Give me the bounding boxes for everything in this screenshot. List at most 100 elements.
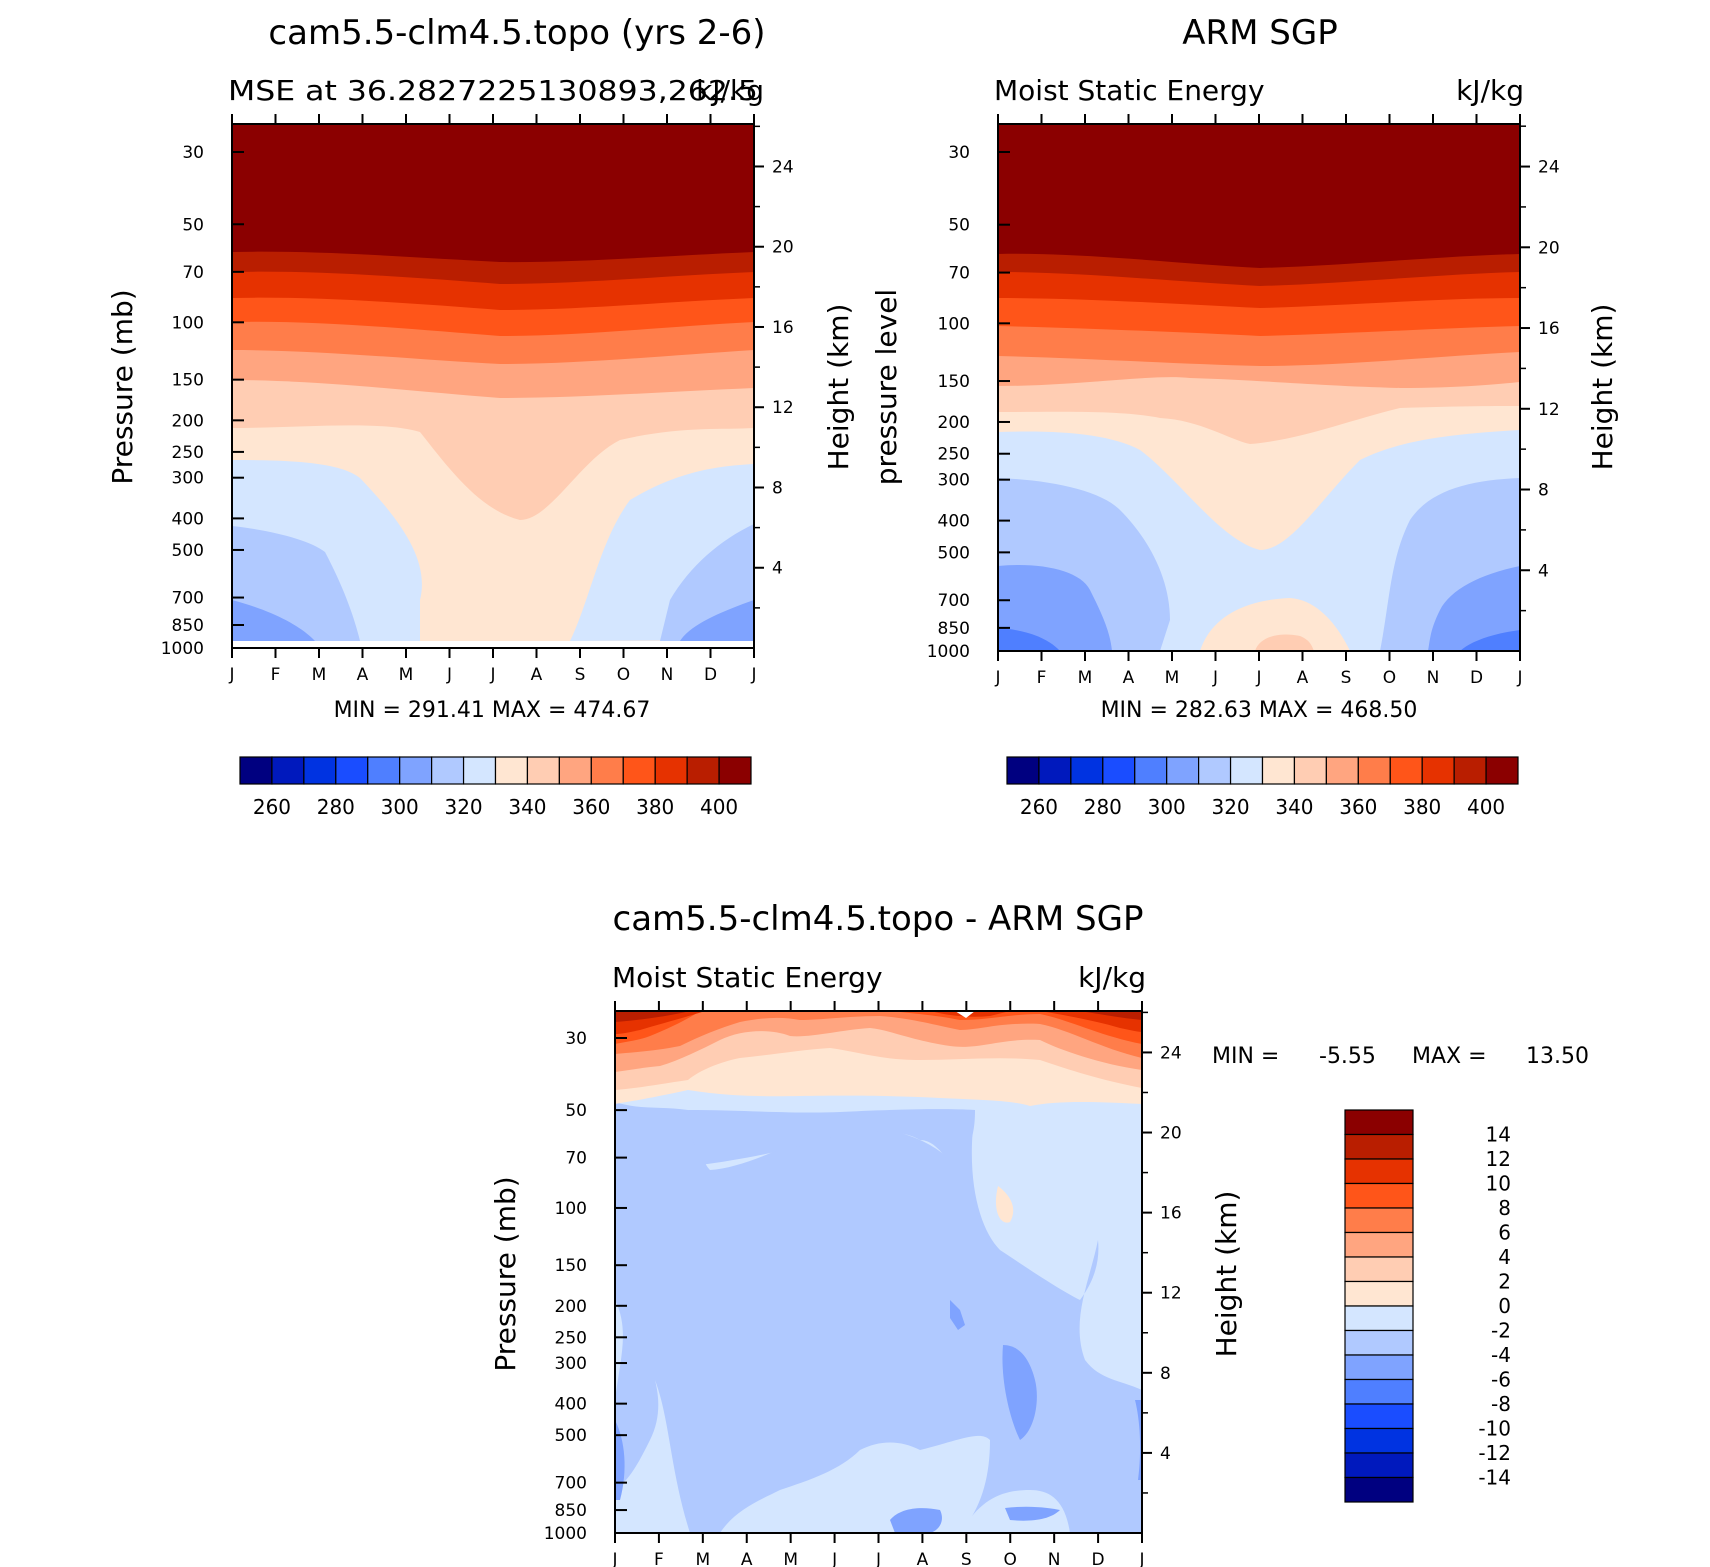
diff-band-neg4-upper xyxy=(688,1109,975,1170)
month-tick-label: M xyxy=(399,665,414,685)
month-tick-label: J xyxy=(611,1550,617,1567)
colorbar-swatch xyxy=(590,756,624,785)
diff-band-neg6-d xyxy=(1005,1506,1060,1521)
colorbar-swatch xyxy=(1344,1354,1414,1381)
obs-ylabel: pressure level xyxy=(870,289,903,485)
month-tick-label: D xyxy=(1470,668,1483,688)
obs-title: ARM SGP xyxy=(1182,13,1337,53)
colorbar-swatch xyxy=(1006,756,1040,785)
colorbar-label: 300 xyxy=(381,795,419,819)
month-tick-label: M xyxy=(1078,668,1093,688)
month-tick-label: M xyxy=(695,1550,710,1567)
pressure-tick-label: 50 xyxy=(182,215,204,235)
colorbar-swatch xyxy=(622,756,656,785)
diff-min-label: MIN = xyxy=(1212,1044,1279,1069)
pressure-tick-label: 30 xyxy=(565,1029,587,1049)
colorbar-swatch xyxy=(1344,1452,1414,1479)
colorbar-label: 260 xyxy=(253,795,291,819)
pressure-tick-label: 1000 xyxy=(544,1524,587,1544)
pressure-tick-label: 400 xyxy=(172,509,204,529)
month-tick-label: A xyxy=(357,665,369,685)
colorbar-swatch xyxy=(431,756,465,785)
obs-min-max: MIN = 282.63 MAX = 468.50 xyxy=(1101,698,1418,723)
pressure-tick-label: 50 xyxy=(948,216,970,236)
pressure-tick-label: 850 xyxy=(938,619,970,639)
pressure-tick-label: 500 xyxy=(172,541,204,561)
month-tick-label: J xyxy=(994,668,1000,688)
obs-band-330-lower xyxy=(1200,598,1350,651)
colorbar-swatch xyxy=(686,756,720,785)
height-tick-label: 4 xyxy=(772,559,783,579)
panel-model: cam5.5-clm4.5.topo (yrs 2-6) MSE at 36.2… xyxy=(106,13,855,819)
pressure-tick-label: 250 xyxy=(172,443,204,463)
pressure-tick-label: 250 xyxy=(938,445,970,465)
diff-subtitle-right: kJ/kg xyxy=(1078,961,1146,994)
height-tick-label: 24 xyxy=(1160,1043,1182,1063)
colorbar-label: 6 xyxy=(1498,1221,1511,1245)
height-tick-label: 4 xyxy=(1538,561,1549,581)
month-tick-label: D xyxy=(704,665,717,685)
obs-subtitle-right: kJ/kg xyxy=(1456,74,1524,107)
colorbar-swatch xyxy=(1134,756,1168,785)
month-tick-label: S xyxy=(575,665,586,685)
colorbar-swatch xyxy=(239,756,273,785)
month-tick-label: N xyxy=(661,665,674,685)
pressure-tick-label: 150 xyxy=(938,372,970,392)
colorbar-label: 380 xyxy=(1403,795,1441,819)
colorbar-swatch xyxy=(1166,756,1200,785)
diff-band-neg4-main xyxy=(615,1102,1142,1533)
model-missing-surface xyxy=(232,641,754,647)
diff-y2label: Height (km) xyxy=(1210,1191,1243,1358)
obs-contour-field xyxy=(998,124,1520,651)
colorbar-label: -12 xyxy=(1478,1441,1511,1465)
obs-band-290 xyxy=(998,565,1520,651)
pressure-tick-label: 1000 xyxy=(161,639,204,659)
month-tick-label: F xyxy=(271,665,281,685)
colorbar-label: 12 xyxy=(1486,1147,1511,1171)
height-tick-label: 12 xyxy=(772,398,794,418)
colorbar-label: 360 xyxy=(572,795,610,819)
colorbar-swatch xyxy=(654,756,688,785)
obs-subtitle-left: Moist Static Energy xyxy=(994,74,1265,107)
colorbar-label: 380 xyxy=(636,795,674,819)
diff-subtitle-left: Moist Static Energy xyxy=(612,961,883,994)
diff-title: cam5.5-clm4.5.topo - ARM SGP xyxy=(613,899,1144,939)
pressure-tick-label: 70 xyxy=(948,264,970,284)
pressure-tick-label: 700 xyxy=(938,591,970,611)
colorbar-swatch xyxy=(1344,1158,1414,1185)
pressure-tick-label: 100 xyxy=(172,313,204,333)
height-tick-label: 12 xyxy=(1538,400,1560,420)
colorbar-label: 280 xyxy=(317,795,355,819)
colorbar-label: 320 xyxy=(1211,795,1249,819)
pressure-tick-label: 300 xyxy=(172,469,204,489)
obs-y2label: Height (km) xyxy=(1586,304,1619,471)
diff-band-neg6-c xyxy=(890,1508,942,1533)
pressure-tick-label: 700 xyxy=(555,1474,587,1494)
model-contour-field xyxy=(232,124,754,647)
height-tick-label: 24 xyxy=(772,157,794,177)
month-tick-label: A xyxy=(741,1550,753,1567)
colorbar-label: -4 xyxy=(1491,1343,1511,1367)
height-tick-label: 8 xyxy=(1538,481,1549,501)
pressure-tick-label: 400 xyxy=(555,1395,587,1415)
month-tick-label: J xyxy=(1516,668,1522,688)
pressure-tick-label: 200 xyxy=(938,413,970,433)
height-tick-label: 16 xyxy=(772,318,794,338)
colorbar-label: 340 xyxy=(508,795,546,819)
colorbar-swatch xyxy=(335,756,369,785)
diff-contour-field xyxy=(615,1011,1142,1533)
colorbar-label: 10 xyxy=(1486,1172,1511,1196)
colorbar-swatch xyxy=(303,756,337,785)
colorbar-swatch xyxy=(1344,1133,1414,1160)
colorbar-label: 340 xyxy=(1275,795,1313,819)
colorbar-label: 320 xyxy=(444,795,482,819)
month-tick-label: J xyxy=(1255,668,1261,688)
colorbar-swatch xyxy=(1344,1280,1414,1307)
diff-band-pos6 xyxy=(615,1011,1142,1058)
pressure-tick-label: 400 xyxy=(938,512,970,532)
diff-band-neg6-e xyxy=(950,1300,965,1330)
colorbar-swatch xyxy=(1198,756,1232,785)
pressure-tick-label: 700 xyxy=(172,589,204,609)
pressure-tick-label: 200 xyxy=(555,1297,587,1317)
